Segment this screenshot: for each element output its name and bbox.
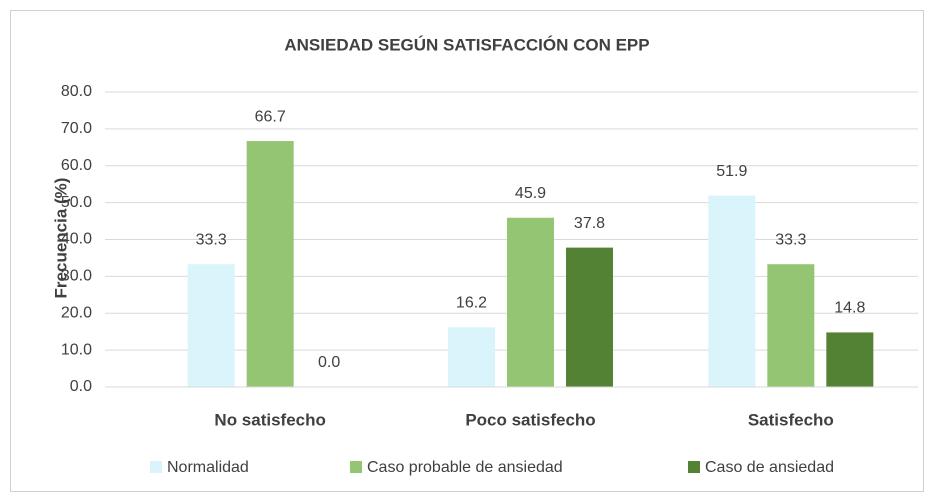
legend-label: Caso de ansiedad bbox=[705, 459, 834, 476]
y-tick-label: 40.0 bbox=[61, 231, 92, 248]
chart-border bbox=[10, 10, 924, 492]
bar bbox=[246, 141, 294, 387]
bar bbox=[708, 195, 756, 387]
data-label: 51.9 bbox=[716, 163, 747, 180]
bar bbox=[566, 247, 613, 387]
y-tick-label: 30.0 bbox=[61, 268, 92, 285]
legend-swatch bbox=[350, 461, 362, 473]
y-tick-label: 80.0 bbox=[61, 83, 92, 100]
data-label: 16.2 bbox=[456, 294, 487, 311]
bar bbox=[507, 217, 554, 387]
y-tick-label: 60.0 bbox=[61, 157, 92, 174]
bar bbox=[826, 332, 874, 387]
bar bbox=[187, 264, 235, 387]
data-label: 66.7 bbox=[255, 108, 286, 125]
legend-swatch bbox=[150, 461, 162, 473]
y-tick-label: 50.0 bbox=[61, 194, 92, 211]
bar bbox=[448, 327, 495, 387]
y-tick-label: 70.0 bbox=[61, 120, 92, 137]
y-tick-label: 20.0 bbox=[61, 304, 92, 321]
x-tick-label: Satisfecho bbox=[748, 410, 834, 429]
legend-label: Caso probable de ansiedad bbox=[367, 459, 563, 476]
bar bbox=[767, 264, 815, 387]
data-label: 37.8 bbox=[574, 215, 605, 232]
y-tick-label: 0.0 bbox=[70, 378, 92, 395]
data-label: 33.3 bbox=[196, 231, 227, 248]
chart-title: ANSIEDAD SEGÚN SATISFACCIÓN CON EPP bbox=[284, 35, 649, 54]
data-label: 0.0 bbox=[318, 354, 340, 371]
data-label: 14.8 bbox=[834, 300, 865, 317]
y-axis-label: Frecuencia (%) bbox=[51, 178, 70, 299]
x-tick-label: Poco satisfecho bbox=[465, 410, 595, 429]
legend-swatch bbox=[688, 461, 700, 473]
data-label: 45.9 bbox=[515, 185, 546, 202]
x-tick-label: No satisfecho bbox=[214, 410, 325, 429]
legend-label: Normalidad bbox=[167, 459, 249, 476]
data-label: 33.3 bbox=[775, 231, 806, 248]
y-tick-label: 10.0 bbox=[61, 341, 92, 358]
